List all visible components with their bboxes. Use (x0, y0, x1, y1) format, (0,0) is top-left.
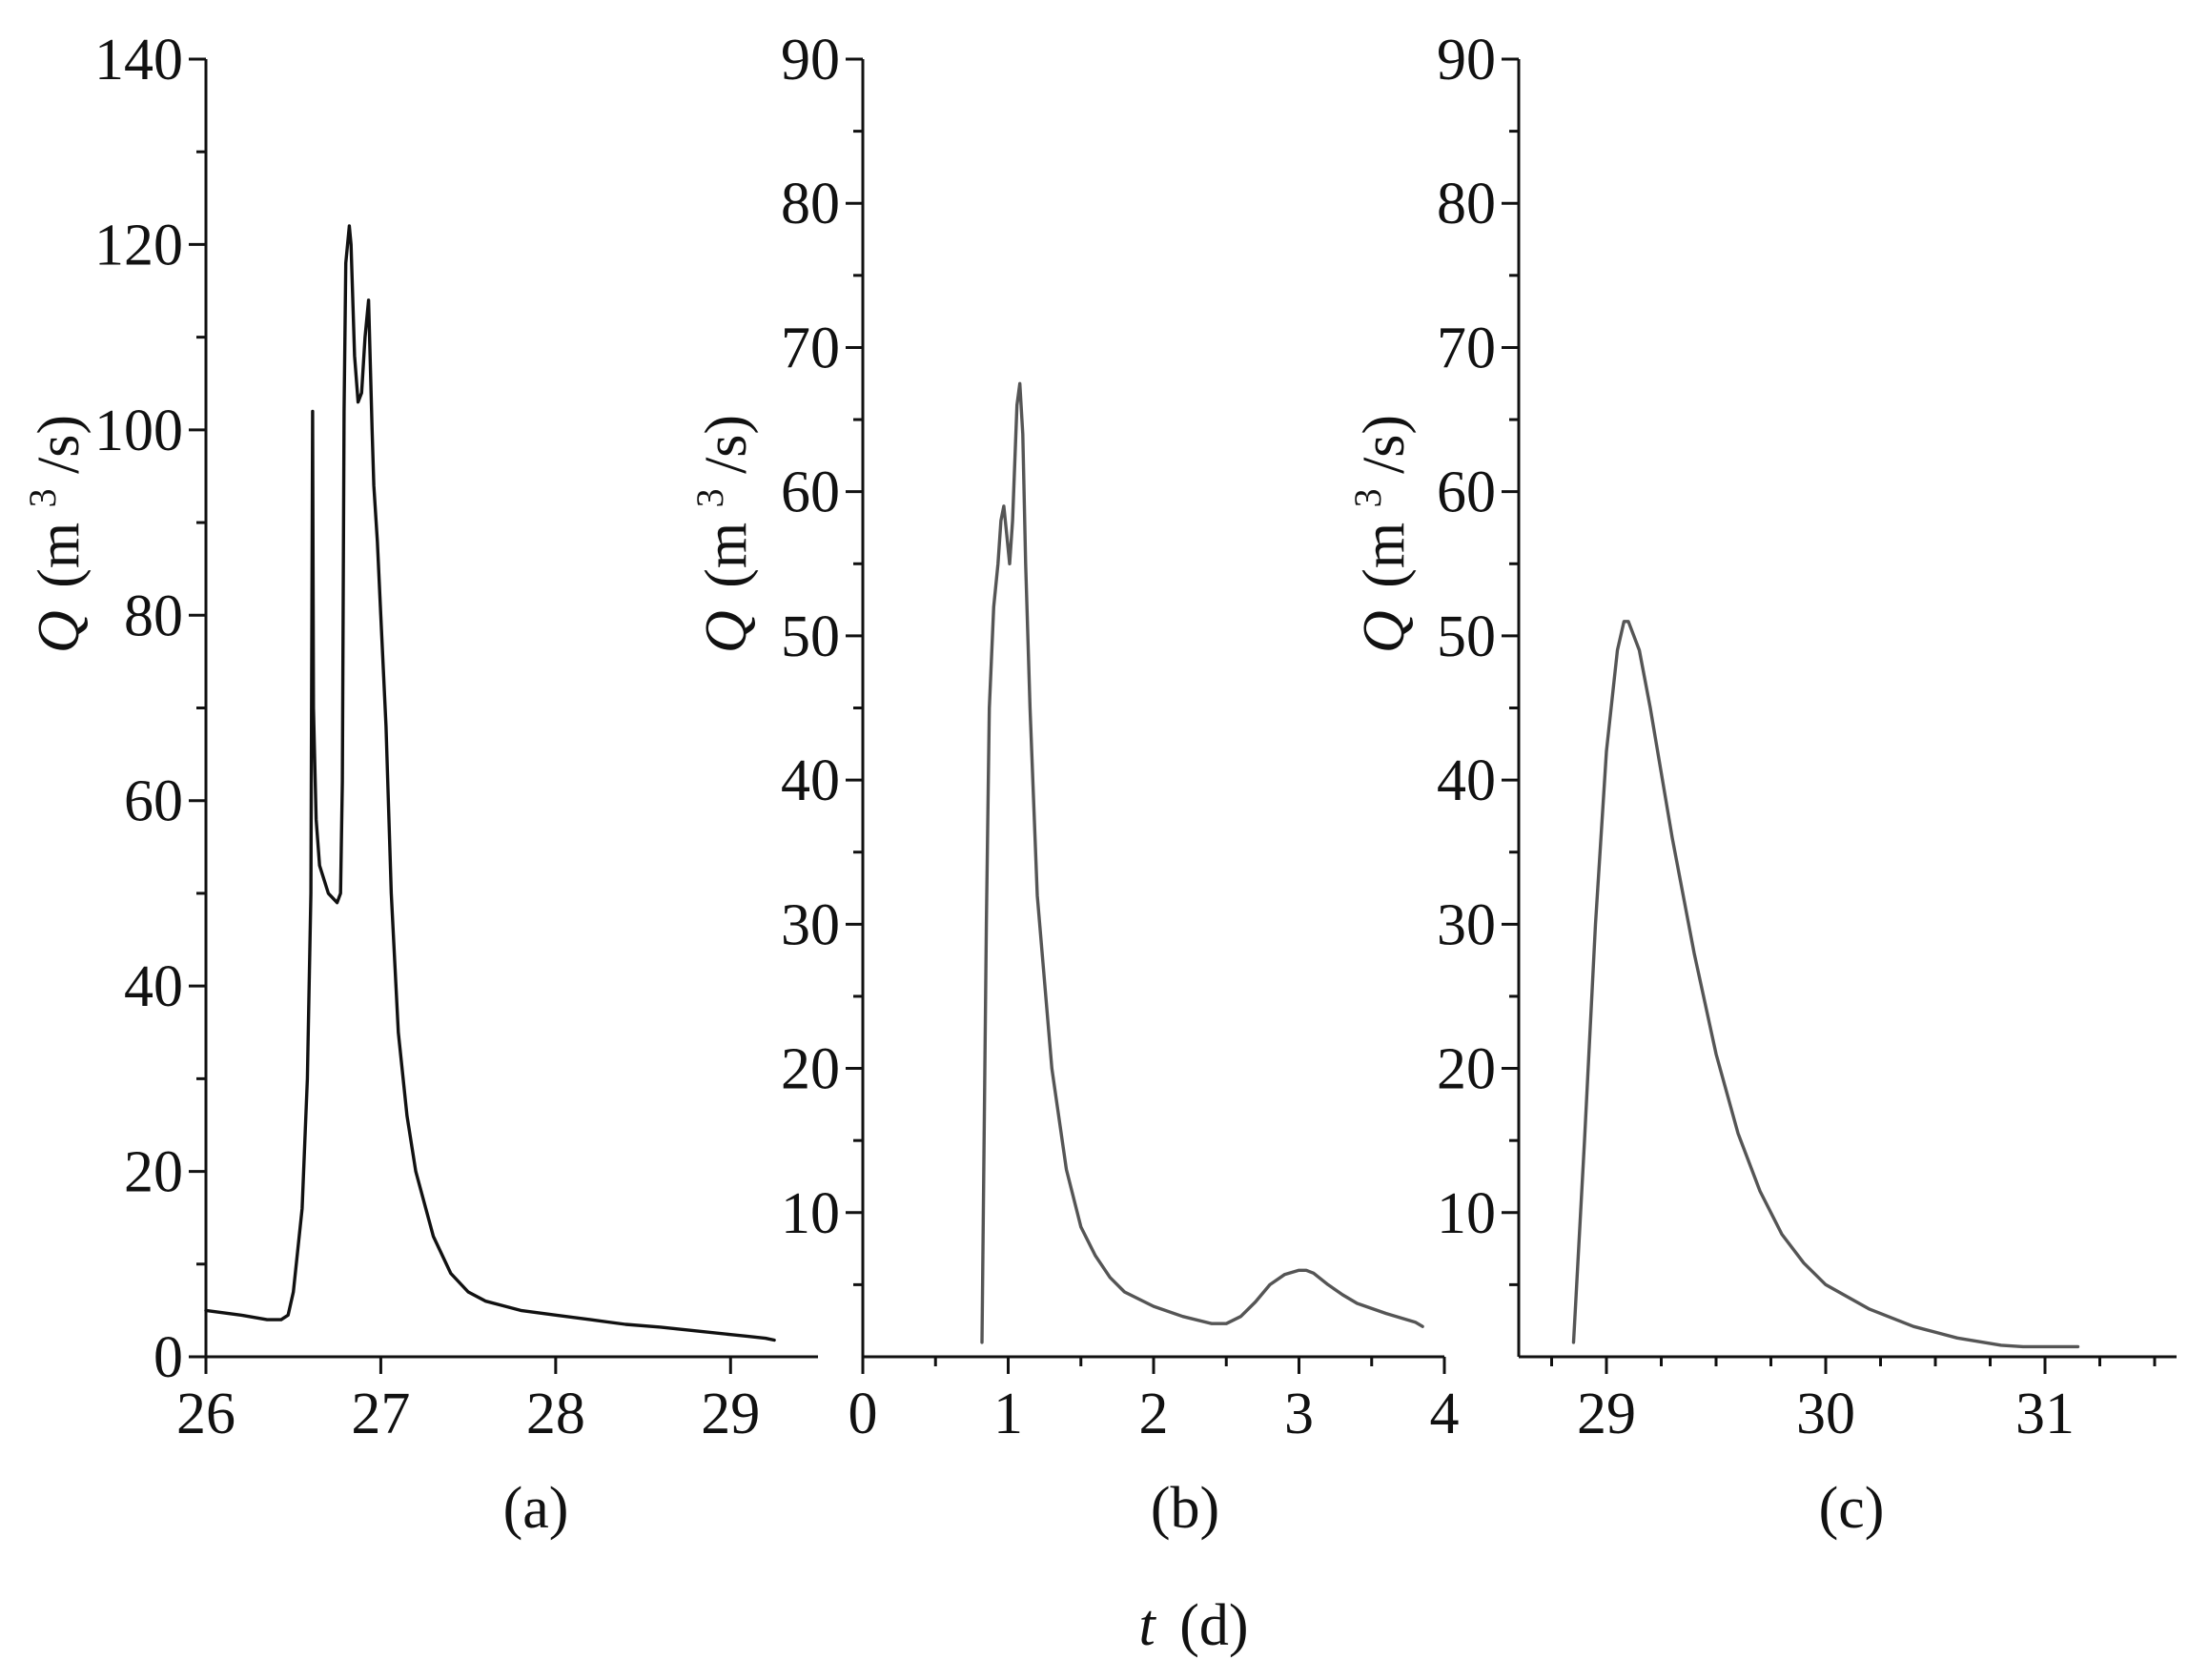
panel-c-x-tick-label: 30 (1796, 1382, 1855, 1446)
panel-b-y-tick-label: 50 (781, 604, 840, 669)
panel-c-ylabel-unit-sup: 3 (1346, 488, 1389, 507)
panel-c-x-tick-label: 29 (1577, 1382, 1636, 1446)
panel-b-label: (b) (1151, 1476, 1219, 1541)
panel-b-y-tick-label: 70 (781, 316, 840, 380)
panel-c-plot (1571, 620, 2080, 1349)
panel-c-label: (c) (1819, 1476, 1885, 1541)
panel-b-y-tick-label: 40 (781, 748, 840, 813)
panel-c-y-tick-label: 50 (1437, 604, 1496, 669)
svg-text:Q (m 3: Q (m 3 /s) (671, 415, 759, 653)
panel-c-y-tick-label: 60 (1437, 461, 1496, 525)
panel-c-ylabel: Q (m 3 /s) (1329, 415, 1417, 653)
panel-a-y-tick-label: 0 (153, 1325, 183, 1390)
panel-c-y-tick-label: 90 (1437, 28, 1496, 92)
panel-c-y-tick-label: 10 (1437, 1181, 1496, 1246)
panel-c-series-line (1571, 620, 2080, 1349)
panel-b-series-line (980, 381, 1424, 1344)
panel-b-y-tick-label: 10 (781, 1181, 840, 1246)
x-axis-title-unit: (d) (1179, 1593, 1248, 1658)
panel-b-y-tick-label: 20 (781, 1037, 840, 1102)
panel-b: Q (m 3 /s) 10 20 30 40 50 60 70 80 90 0 1 2 3 4 (b) (671, 28, 1460, 1541)
panel-a-y-tick-label: 100 (94, 399, 183, 463)
panel-a-y-tick-label: 20 (124, 1140, 183, 1205)
panel-b-ylabel-unit-sup: 3 (688, 488, 731, 507)
x-axis-title: t (d) (1138, 1593, 1248, 1658)
panel-b-y-tick-label: 30 (781, 892, 840, 957)
panel-a-y-tick-label: 120 (94, 213, 183, 277)
panel-c-ylabel-unit-post: /s) (1352, 415, 1417, 474)
panel-a-plot (204, 224, 776, 1342)
panel-b-ylabel-unit-post: /s) (694, 415, 759, 474)
panel-b-y-tick-label: 60 (781, 461, 840, 525)
panel-b-y-tick-label: 80 (781, 172, 840, 236)
panel-c-y-tick-label: 30 (1437, 892, 1496, 957)
panel-b-axes: 10 20 30 40 50 60 70 80 90 0 1 2 3 4 (781, 28, 1460, 1446)
panel-a-x-tick-label: 29 (701, 1382, 760, 1446)
panel-a-series-line (204, 224, 776, 1342)
panel-a-ylabel-var: Q (27, 610, 92, 653)
panel-b-ylabel-unit-pre: (m (694, 522, 759, 588)
panel-c: Q (m 3 /s) 10 20 30 40 50 60 70 80 90 29 30 31 (c) (1329, 28, 2177, 1541)
panel-c-ylabel-var: Q (1352, 610, 1417, 653)
panel-a-ylabel-unit-post: /s) (27, 415, 92, 474)
panel-b-ylabel-var: Q (694, 610, 759, 653)
panel-c-y-tick-label: 40 (1437, 748, 1496, 813)
panel-c-y-tick-label: 20 (1437, 1037, 1496, 1102)
panel-a-ylabel: Q (m 3 /s) (4, 415, 92, 653)
svg-text:Q (m 3: Q (m 3 /s) (1329, 415, 1417, 653)
panel-b-x-tick-label: 4 (1430, 1382, 1460, 1446)
panel-b-x-tick-label: 0 (849, 1382, 878, 1446)
panel-a-y-tick-label: 140 (94, 28, 183, 92)
panel-a-ylabel-unit-sup: 3 (21, 488, 64, 507)
panel-a-y-tick-label: 80 (124, 584, 183, 648)
panel-c-y-tick-label: 80 (1437, 172, 1496, 236)
panel-b-x-tick-label: 2 (1139, 1382, 1169, 1446)
panel-a-x-tick-label: 26 (176, 1382, 235, 1446)
panel-a-x-tick-label: 27 (351, 1382, 410, 1446)
panel-b-y-tick-label: 90 (781, 28, 840, 92)
panel-b-x-tick-label: 3 (1284, 1382, 1314, 1446)
panel-a-y-tick-label: 60 (124, 769, 183, 834)
panel-a-x-tick-label: 28 (526, 1382, 585, 1446)
svg-text:Q (m 3: Q (m 3 /s) (4, 415, 92, 653)
panel-a-axes: 0 20 40 60 80 100 120 140 26 27 28 29 (94, 28, 818, 1446)
panel-b-x-tick-label: 1 (993, 1382, 1023, 1446)
panel-c-ylabel-unit-pre: (m (1352, 522, 1417, 588)
panel-b-ylabel: Q (m 3 /s) (671, 415, 759, 653)
panel-a-y-tick-label: 40 (124, 954, 183, 1019)
panel-a-label: (a) (503, 1476, 569, 1541)
panel-c-axes: 10 20 30 40 50 60 70 80 90 29 30 31 (1437, 28, 2177, 1446)
x-axis-title-var: t (1138, 1593, 1156, 1658)
panel-a: Q (m 3 /s) 0 20 40 60 80 100 120 140 26 27 28 29 (a… (4, 28, 818, 1541)
panel-c-y-tick-label: 70 (1437, 316, 1496, 380)
panel-c-x-tick-label: 31 (2015, 1382, 2075, 1446)
panel-b-plot (980, 381, 1424, 1344)
panel-a-ylabel-unit-pre: (m (27, 522, 92, 588)
